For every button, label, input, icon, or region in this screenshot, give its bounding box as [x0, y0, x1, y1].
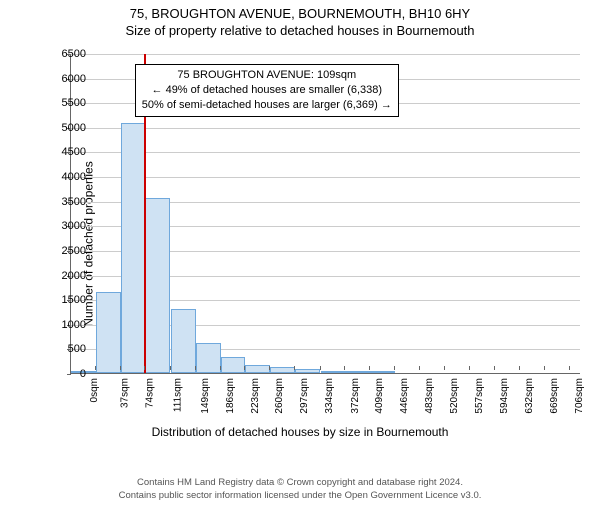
xtick-mark — [494, 366, 495, 370]
xtick-label: 149sqm — [200, 378, 211, 414]
histogram-bar — [270, 367, 295, 373]
xtick-label: 520sqm — [449, 378, 460, 414]
ytick-label: 5500 — [46, 97, 86, 109]
xtick-mark — [569, 366, 570, 370]
ytick-label: 4000 — [46, 171, 86, 183]
info-line-1: 75 BROUGHTON AVENUE: 109sqm — [142, 68, 392, 83]
xtick-label: 557sqm — [474, 378, 485, 414]
xtick-label: 186sqm — [225, 378, 236, 414]
histogram-bar — [171, 309, 196, 373]
histogram-bar — [345, 371, 370, 373]
xtick-label: 632sqm — [524, 378, 535, 414]
xtick-label: 37sqm — [119, 378, 130, 408]
ytick-label: 6500 — [46, 48, 86, 60]
xtick-mark — [294, 366, 295, 370]
info-line-2: ← 49% of detached houses are smaller (6,… — [142, 83, 392, 98]
xtick-mark — [95, 366, 96, 370]
xtick-label: 111sqm — [173, 378, 184, 412]
xtick-label: 372sqm — [350, 378, 361, 414]
gridline — [71, 128, 580, 129]
xtick-mark — [120, 366, 121, 370]
plot-area: 75 BROUGHTON AVENUE: 109sqm← 49% of deta… — [70, 54, 580, 374]
xtick-label: 334sqm — [324, 378, 335, 414]
xtick-label: 446sqm — [399, 378, 410, 414]
attribution: Contains HM Land Registry data © Crown c… — [0, 477, 600, 502]
info-line-3: 50% of semi-detached houses are larger (… — [142, 98, 392, 113]
xtick-mark — [269, 366, 270, 370]
xtick-mark — [344, 366, 345, 370]
xtick-mark — [70, 366, 71, 370]
xtick-mark — [519, 366, 520, 370]
gridline — [71, 54, 580, 55]
histogram-bar — [295, 369, 320, 373]
xtick-mark — [394, 366, 395, 370]
xtick-mark — [369, 366, 370, 370]
ytick-label: 2000 — [46, 270, 86, 282]
info-box: 75 BROUGHTON AVENUE: 109sqm← 49% of deta… — [135, 64, 399, 117]
xtick-label: 706sqm — [574, 378, 585, 414]
ytick-label: 6000 — [46, 73, 86, 85]
x-axis-label: Distribution of detached houses by size … — [0, 425, 600, 439]
ytick-label: 1500 — [46, 294, 86, 306]
gridline — [71, 152, 580, 153]
attribution-line-1: Contains HM Land Registry data © Crown c… — [0, 477, 600, 489]
attribution-line-2: Contains public sector information licen… — [0, 490, 600, 502]
histogram-bar — [221, 357, 246, 373]
chart-container: Number of detached properties 75 BROUGHT… — [0, 46, 600, 441]
xtick-label: 297sqm — [299, 378, 310, 414]
xtick-mark — [419, 366, 420, 370]
histogram-bar — [145, 198, 170, 373]
xtick-mark — [220, 366, 221, 370]
xtick-label: 223sqm — [250, 378, 261, 414]
ytick-label: 5000 — [46, 122, 86, 134]
xtick-label: 594sqm — [499, 378, 510, 414]
ytick-label: 500 — [46, 343, 86, 355]
ytick-label: 4500 — [46, 146, 86, 158]
xtick-mark — [244, 366, 245, 370]
ytick-label: 3000 — [46, 220, 86, 232]
xtick-label: 260sqm — [275, 378, 286, 414]
ytick-label: 1000 — [46, 319, 86, 331]
ytick-label: 3500 — [46, 196, 86, 208]
xtick-mark — [195, 366, 196, 370]
xtick-label: 74sqm — [144, 378, 155, 408]
xtick-mark — [170, 366, 171, 370]
histogram-bar — [370, 371, 395, 373]
xtick-mark — [544, 366, 545, 370]
xtick-label: 409sqm — [375, 378, 386, 414]
page-subtitle: Size of property relative to detached ho… — [0, 23, 600, 38]
xtick-label: 483sqm — [424, 378, 435, 414]
histogram-bar — [245, 365, 270, 373]
xtick-mark — [469, 366, 470, 370]
xtick-mark — [320, 366, 321, 370]
page-title: 75, BROUGHTON AVENUE, BOURNEMOUTH, BH10 … — [0, 6, 600, 21]
ytick-label: 0 — [46, 368, 86, 380]
xtick-mark — [444, 366, 445, 370]
histogram-bar — [96, 292, 121, 373]
gridline — [71, 177, 580, 178]
histogram-bar — [321, 371, 346, 373]
histogram-bar — [121, 123, 146, 373]
xtick-label: 669sqm — [549, 378, 560, 414]
xtick-label: 0sqm — [89, 378, 100, 402]
xtick-mark — [144, 366, 145, 370]
histogram-bar — [196, 343, 221, 373]
ytick-label: 2500 — [46, 245, 86, 257]
